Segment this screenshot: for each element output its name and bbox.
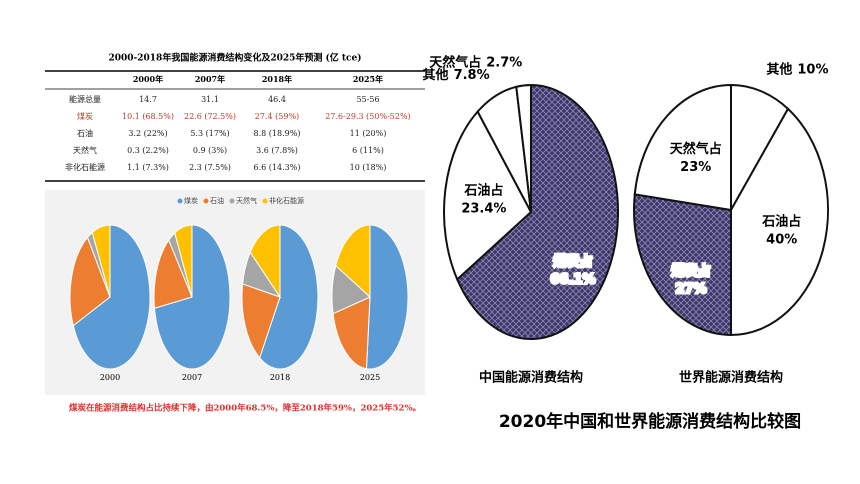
- table-cell: 天然气: [73, 145, 97, 155]
- pie-slice: [249, 224, 281, 299]
- pie-slice: [91, 224, 111, 298]
- table-cell: 31.1: [201, 95, 219, 104]
- pie-slice: [456, 83, 619, 340]
- value-label: 23%: [680, 160, 711, 175]
- legend-swatch: [177, 198, 183, 204]
- slice-label: 石油占: [463, 182, 503, 198]
- table-cell: 0.9 (3%): [193, 146, 227, 155]
- table-header: 2000年: [133, 74, 163, 84]
- slice-label: 天然气占 2.7%: [429, 54, 522, 70]
- pie-slice: [332, 296, 371, 370]
- pie-slice: [730, 83, 790, 214]
- table-cell: 22.6 (72.5%): [184, 112, 236, 121]
- table-cell: 27.6-29.3 (50%-52%): [325, 112, 410, 121]
- slice-label: 天然气占: [670, 141, 722, 157]
- table-cell: 煤炭: [77, 111, 93, 121]
- slice-label: 石油占: [761, 214, 801, 230]
- pie-title: 2018: [270, 373, 290, 382]
- pie-slice: [335, 224, 371, 299]
- value-label: 40%: [766, 233, 797, 248]
- value-label: 10%: [797, 62, 828, 77]
- pie-slice: [515, 83, 532, 213]
- caption: 煤炭在能源消费结构占比持续下降，由2000年68.5%，降至2018年59%，2…: [69, 403, 421, 414]
- pie-slice: [69, 236, 111, 327]
- heading: 2020年中国和世界能源消费结构比较图: [499, 411, 801, 432]
- table-cell: 能源总量: [69, 94, 101, 104]
- pie-title: 2025: [360, 373, 380, 382]
- category: 其他: [423, 66, 449, 82]
- pie-slice: [730, 107, 829, 337]
- table-cell: 5.3 (17%): [190, 129, 229, 138]
- pie-slice: [443, 109, 533, 282]
- legend-label: 煤炭: [184, 196, 198, 205]
- table-cell: 非化石能源: [65, 162, 105, 172]
- table-cell: 10 (18%): [350, 163, 387, 172]
- legend-swatch: [203, 198, 209, 204]
- table-cell: 8.8 (18.9%): [254, 129, 301, 138]
- table-cell: 46.4: [268, 95, 286, 104]
- table-cell: 11 (20%): [350, 129, 387, 138]
- category: 其他: [766, 61, 792, 77]
- category: 天然气占: [429, 54, 481, 70]
- table-header: 2018年: [262, 74, 292, 84]
- legend-label: 石油: [210, 196, 224, 205]
- value-label: 7.8%: [454, 67, 490, 82]
- table-cell: 6.6 (14.3%): [254, 163, 301, 172]
- table-cell: 55-56: [356, 95, 379, 104]
- legend-label: 天然气: [236, 196, 257, 205]
- table-title: 2000-2018年我国能源消费结构变化及2025年预测 (亿 tce): [108, 52, 361, 64]
- pie-slice: [633, 83, 732, 212]
- table-cell: 6 (11%): [352, 146, 384, 155]
- value-label: 23.4%: [461, 201, 506, 216]
- table-cell: 27.4 (59%): [255, 112, 299, 121]
- pie-slice: [633, 193, 732, 337]
- value-label: 27%: [675, 282, 706, 297]
- table-cell: 1.1 (7.3%): [127, 163, 169, 172]
- slice-label: 其他 7.8%: [423, 66, 490, 82]
- legend-label: 非化石能源: [269, 196, 304, 205]
- pie-title: 2000: [100, 373, 120, 382]
- pie-slice: [365, 224, 409, 370]
- table-cell: 10.1 (68.5%): [122, 112, 174, 121]
- legend-swatch: [262, 198, 268, 204]
- table-cell: 3.2 (22%): [128, 129, 167, 138]
- pie-slice: [153, 239, 193, 309]
- pie-slice: [241, 283, 281, 359]
- pie-slice: [259, 224, 319, 370]
- table-cell: 14.7: [139, 95, 157, 104]
- pie-title: 中国能源消费结构: [479, 370, 583, 386]
- table-cell: 石油: [77, 128, 93, 138]
- slice-label: 其他 10%: [766, 61, 828, 77]
- pie-slice: [174, 224, 193, 298]
- table-header: 2007年: [195, 74, 225, 84]
- pie-title: 世界能源消费结构: [679, 370, 783, 386]
- slice-label: 煤炭占: [553, 253, 592, 269]
- slice-label: 煤炭占: [671, 263, 710, 279]
- table-cell: 3.6 (7.8%): [256, 146, 298, 155]
- table-cell: 2.3 (7.5%): [189, 163, 231, 172]
- legend-swatch: [229, 198, 235, 204]
- value-label: 2.7%: [486, 55, 522, 70]
- table-header: 2025年: [353, 74, 383, 84]
- value-label: 66.1%: [550, 272, 595, 287]
- table-cell: 0.3 (2.2%): [127, 146, 169, 155]
- pie-title: 2007: [182, 373, 202, 382]
- pie-slice: [72, 224, 151, 370]
